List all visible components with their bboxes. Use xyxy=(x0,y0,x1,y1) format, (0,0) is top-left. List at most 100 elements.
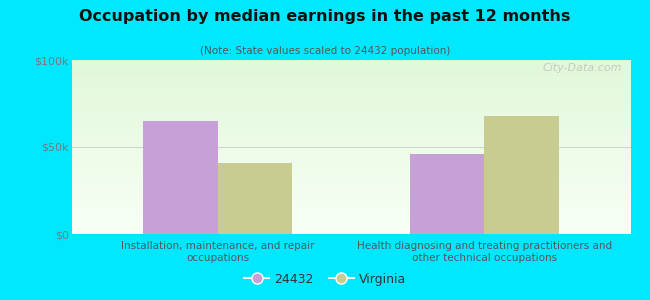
Bar xyxy=(72,72,630,74)
Bar xyxy=(72,145,630,147)
Bar xyxy=(72,121,630,123)
Bar xyxy=(72,97,630,98)
Bar xyxy=(72,232,630,234)
Bar xyxy=(484,116,558,234)
Bar xyxy=(72,218,630,220)
Bar xyxy=(72,220,630,222)
Bar xyxy=(72,147,630,149)
Bar xyxy=(72,142,630,143)
Bar xyxy=(72,102,630,103)
Bar xyxy=(72,82,630,84)
Bar xyxy=(144,121,218,234)
Bar xyxy=(72,130,630,131)
Bar xyxy=(72,190,630,192)
Bar xyxy=(72,175,630,177)
Bar xyxy=(72,164,630,166)
Bar xyxy=(72,135,630,137)
Bar xyxy=(72,143,630,145)
Bar xyxy=(72,112,630,114)
Bar xyxy=(72,151,630,152)
Bar xyxy=(72,76,630,77)
Bar xyxy=(72,79,630,81)
Bar xyxy=(72,166,630,168)
Bar xyxy=(72,196,630,197)
Bar xyxy=(72,159,630,161)
Bar xyxy=(72,117,630,119)
Bar xyxy=(72,149,630,151)
Bar xyxy=(72,204,630,206)
Bar xyxy=(72,197,630,199)
Bar xyxy=(72,178,630,180)
Bar xyxy=(72,109,630,110)
Bar xyxy=(72,69,630,70)
Bar xyxy=(72,169,630,171)
Text: (Note: State values scaled to 24432 population): (Note: State values scaled to 24432 popu… xyxy=(200,46,450,56)
Bar xyxy=(72,98,630,100)
Bar xyxy=(72,124,630,126)
Bar xyxy=(72,62,630,64)
Bar xyxy=(72,206,630,208)
Bar xyxy=(72,64,630,65)
Bar xyxy=(72,217,630,218)
Bar xyxy=(410,154,484,234)
Bar xyxy=(72,86,630,88)
Bar xyxy=(72,168,630,170)
Bar xyxy=(72,136,630,138)
Bar xyxy=(72,100,630,102)
Bar xyxy=(72,189,630,190)
Bar xyxy=(72,126,630,128)
Bar xyxy=(72,114,630,116)
Bar xyxy=(72,227,630,229)
Bar xyxy=(72,128,630,130)
Legend: 24432, Virginia: 24432, Virginia xyxy=(239,268,411,291)
Bar xyxy=(72,210,630,212)
Bar xyxy=(72,88,630,90)
Bar xyxy=(72,185,630,187)
Bar xyxy=(72,192,630,194)
Bar xyxy=(72,184,630,185)
Bar xyxy=(72,225,630,227)
Bar xyxy=(72,107,630,109)
Bar xyxy=(72,163,630,164)
Bar xyxy=(72,93,630,95)
Bar xyxy=(72,81,630,82)
Bar xyxy=(72,180,630,182)
Bar xyxy=(72,131,630,133)
Bar xyxy=(72,208,630,210)
Bar xyxy=(72,116,630,117)
Bar xyxy=(72,187,630,189)
Bar xyxy=(72,199,630,201)
Bar xyxy=(72,212,630,213)
Bar xyxy=(72,222,630,224)
Bar xyxy=(72,158,630,159)
Bar xyxy=(72,152,630,154)
Bar xyxy=(72,203,630,204)
Bar xyxy=(72,215,630,217)
Bar xyxy=(72,229,630,230)
Bar xyxy=(72,105,630,107)
Bar xyxy=(72,173,630,175)
Bar xyxy=(218,163,292,234)
Bar xyxy=(72,119,630,121)
Bar xyxy=(72,154,630,156)
Bar xyxy=(72,91,630,93)
Text: Occupation by median earnings in the past 12 months: Occupation by median earnings in the pas… xyxy=(79,9,571,24)
Bar xyxy=(72,67,630,69)
Bar xyxy=(72,123,630,124)
Bar xyxy=(72,65,630,67)
Bar xyxy=(72,201,630,203)
Bar xyxy=(72,103,630,105)
Bar xyxy=(72,230,630,232)
Bar xyxy=(72,156,630,158)
Bar xyxy=(72,138,630,140)
Bar xyxy=(72,74,630,76)
Bar xyxy=(72,84,630,86)
Text: City-Data.com: City-Data.com xyxy=(543,64,622,74)
Bar xyxy=(72,177,630,178)
Bar xyxy=(72,182,630,184)
Bar xyxy=(72,60,630,62)
Bar xyxy=(72,95,630,97)
Bar xyxy=(72,213,630,215)
Bar xyxy=(72,224,630,225)
Bar xyxy=(72,77,630,79)
